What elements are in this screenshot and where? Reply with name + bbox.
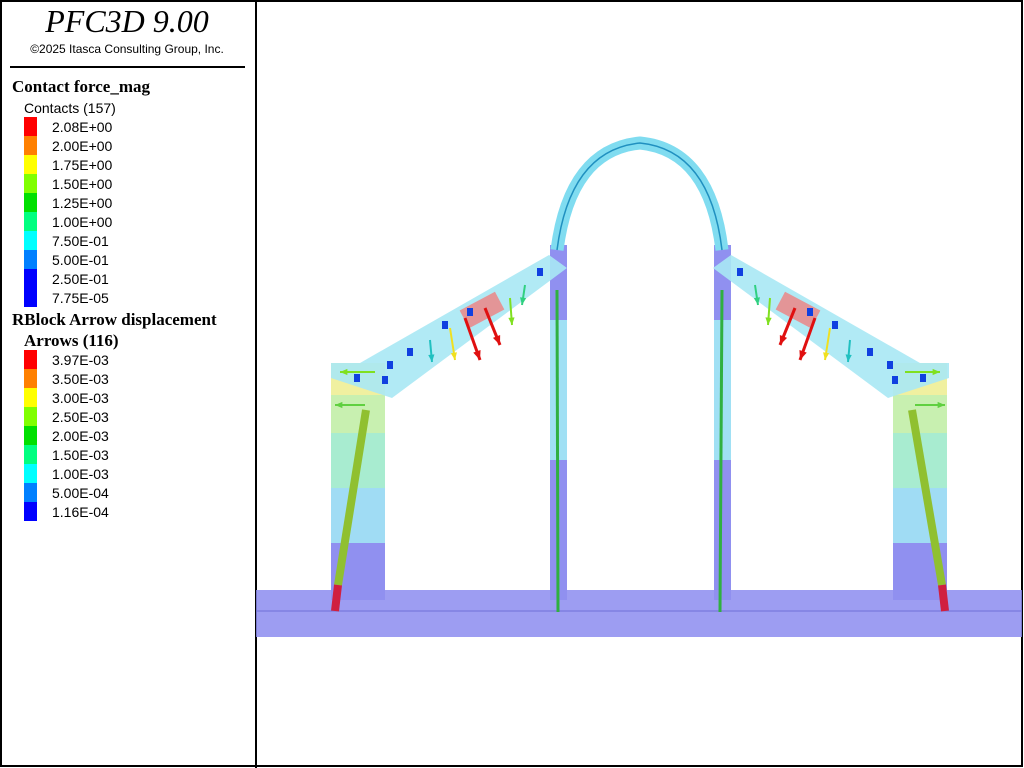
contact bbox=[807, 308, 813, 316]
legend-swatch bbox=[24, 483, 37, 502]
legend-label: 3.00E-03 bbox=[52, 390, 109, 406]
pier-band bbox=[714, 460, 731, 600]
legend-swatch bbox=[24, 445, 37, 464]
legend-swatch bbox=[24, 502, 37, 521]
legend-label: 3.97E-03 bbox=[52, 352, 109, 368]
arrow-head bbox=[492, 335, 501, 345]
model-view bbox=[256, 136, 1022, 637]
contact bbox=[407, 348, 413, 356]
app-title: PFC3D 9.00 bbox=[44, 3, 209, 39]
contact bbox=[920, 374, 926, 382]
legend-swatch bbox=[24, 174, 37, 193]
legend-swatch bbox=[24, 136, 37, 155]
contact bbox=[387, 361, 393, 369]
column-band bbox=[331, 395, 385, 433]
arrow-head bbox=[779, 335, 788, 345]
legend-label: 2.00E-03 bbox=[52, 428, 109, 444]
arrow-head bbox=[765, 317, 772, 325]
arrow-head bbox=[520, 297, 527, 305]
rod bbox=[718, 289, 724, 613]
contact bbox=[354, 374, 360, 382]
copyright: ©2025 Itasca Consulting Group, Inc. bbox=[30, 42, 224, 56]
legend-swatch bbox=[24, 117, 37, 136]
legend-title: Contact force_mag bbox=[12, 77, 151, 96]
rod bbox=[555, 289, 560, 613]
legend-swatch bbox=[24, 250, 37, 269]
legend-label: 1.16E-04 bbox=[52, 504, 109, 520]
legend-swatch bbox=[24, 369, 37, 388]
contact bbox=[737, 268, 743, 276]
arch-edge bbox=[556, 142, 723, 251]
legend-swatch bbox=[24, 288, 37, 307]
legend-label: 5.00E-01 bbox=[52, 252, 109, 268]
arrow-head bbox=[428, 354, 435, 362]
column-band bbox=[893, 488, 947, 543]
legend-subtitle: Contacts (157) bbox=[24, 100, 116, 116]
arrow-head bbox=[845, 354, 852, 362]
legend-label: 5.00E-04 bbox=[52, 485, 109, 501]
arrow-head bbox=[799, 350, 807, 360]
legend-label: 2.50E-01 bbox=[52, 271, 109, 287]
legend-swatch bbox=[24, 231, 37, 250]
legend-swatch bbox=[24, 350, 37, 369]
legend-label: 1.25E+00 bbox=[52, 195, 113, 211]
legend-swatch bbox=[24, 269, 37, 288]
legend-label: 7.75E-05 bbox=[52, 290, 109, 306]
legend-label: 2.00E+00 bbox=[52, 138, 113, 154]
arrow-head bbox=[753, 297, 760, 305]
contact bbox=[887, 361, 893, 369]
arrow-head bbox=[823, 352, 830, 360]
legend-label: 2.50E-03 bbox=[52, 409, 109, 425]
beam-highlight bbox=[459, 291, 505, 329]
contact bbox=[467, 308, 473, 316]
arrow-head bbox=[508, 317, 515, 325]
arrow-head bbox=[937, 401, 945, 409]
contact bbox=[537, 268, 543, 276]
legend-label: 1.75E+00 bbox=[52, 157, 113, 173]
rod-end bbox=[331, 584, 342, 612]
column-band bbox=[331, 488, 385, 543]
contact bbox=[442, 321, 448, 329]
column-band bbox=[893, 395, 947, 433]
arrow-head bbox=[473, 350, 481, 360]
legend-panel: Contact force_mag Contacts (157) 2.08E+00 2… bbox=[12, 77, 217, 521]
rod bbox=[908, 409, 946, 586]
legend-swatch bbox=[24, 464, 37, 483]
legend-label: 2.08E+00 bbox=[52, 119, 113, 135]
contact bbox=[382, 376, 388, 384]
legend-label: 1.00E+00 bbox=[52, 214, 113, 230]
arrow-head bbox=[450, 352, 457, 360]
rod bbox=[334, 409, 370, 586]
legend-swatch bbox=[24, 407, 37, 426]
legend-subtitle: Arrows (116) bbox=[24, 331, 119, 350]
legend-title: RBlock Arrow displacement bbox=[12, 310, 217, 329]
legend-swatch bbox=[24, 212, 37, 231]
legend-label: 7.50E-01 bbox=[52, 233, 109, 249]
legend-label: 1.50E+00 bbox=[52, 176, 113, 192]
rod-end bbox=[938, 584, 949, 612]
legend-label: 1.00E-03 bbox=[52, 466, 109, 482]
contact bbox=[892, 376, 898, 384]
legend-swatch bbox=[24, 193, 37, 212]
contact bbox=[832, 321, 838, 329]
arrow-head bbox=[932, 368, 940, 376]
beam-highlight bbox=[775, 291, 821, 329]
legend-label: 1.50E-03 bbox=[52, 447, 109, 463]
legend-label: 3.50E-03 bbox=[52, 371, 109, 387]
legend-swatch bbox=[24, 388, 37, 407]
legend-swatch bbox=[24, 155, 37, 174]
contact bbox=[867, 348, 873, 356]
arrow-head bbox=[340, 368, 348, 376]
legend-swatch bbox=[24, 426, 37, 445]
arrow-head bbox=[335, 401, 343, 409]
